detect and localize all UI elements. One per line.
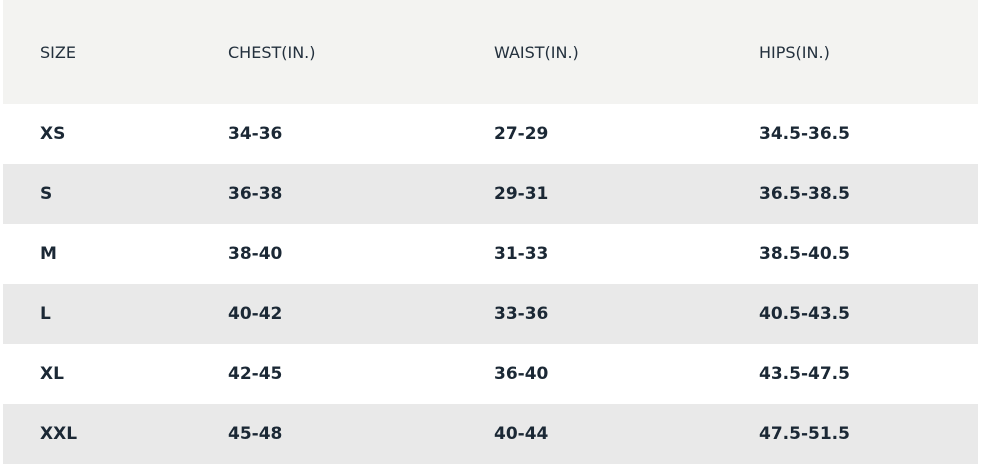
size-cell: L — [40, 304, 51, 324]
chest-cell: 42-45 — [228, 364, 283, 384]
size-chart-table: SIZE CHEST(IN.) WAIST(IN.) HIPS(IN.) XS … — [3, 0, 978, 464]
hips-cell: 40.5-43.5 — [759, 304, 850, 324]
size-cell: XL — [40, 364, 64, 384]
header-size: SIZE — [40, 42, 76, 62]
chest-cell: 38-40 — [228, 244, 283, 264]
table-row: M 38-40 31-33 38.5-40.5 — [3, 224, 978, 284]
header-chest: CHEST(IN.) — [228, 42, 316, 62]
waist-cell: 31-33 — [494, 244, 549, 264]
chest-cell: 40-42 — [228, 304, 283, 324]
hips-cell: 34.5-36.5 — [759, 124, 850, 144]
size-cell: M — [40, 244, 57, 264]
size-cell: XXL — [40, 424, 78, 444]
waist-cell: 27-29 — [494, 124, 549, 144]
header-hips: HIPS(IN.) — [759, 42, 830, 62]
size-cell: S — [40, 184, 53, 204]
size-cell: XS — [40, 124, 66, 144]
chest-cell: 45-48 — [228, 424, 283, 444]
table-row: L 40-42 33-36 40.5-43.5 — [3, 284, 978, 344]
hips-cell: 36.5-38.5 — [759, 184, 850, 204]
hips-cell: 38.5-40.5 — [759, 244, 850, 264]
chest-cell: 34-36 — [228, 124, 283, 144]
table-row: S 36-38 29-31 36.5-38.5 — [3, 164, 978, 224]
hips-cell: 43.5-47.5 — [759, 364, 850, 384]
table-row: XL 42-45 36-40 43.5-47.5 — [3, 344, 978, 404]
waist-cell: 36-40 — [494, 364, 549, 384]
waist-cell: 29-31 — [494, 184, 549, 204]
table-header-row: SIZE CHEST(IN.) WAIST(IN.) HIPS(IN.) — [3, 0, 978, 104]
waist-cell: 40-44 — [494, 424, 549, 444]
waist-cell: 33-36 — [494, 304, 549, 324]
chest-cell: 36-38 — [228, 184, 283, 204]
header-waist: WAIST(IN.) — [494, 42, 579, 62]
table-row: XS 34-36 27-29 34.5-36.5 — [3, 104, 978, 164]
hips-cell: 47.5-51.5 — [759, 424, 850, 444]
table-row: XXL 45-48 40-44 47.5-51.5 — [3, 404, 978, 464]
